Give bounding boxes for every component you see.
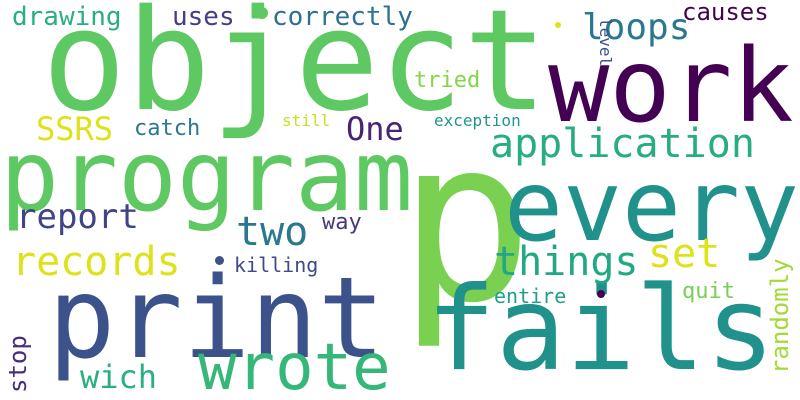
word-causes: causes: [682, 0, 769, 26]
word-program: program: [0, 120, 414, 234]
word-stop: stop: [4, 335, 32, 393]
word-way: way: [322, 210, 362, 235]
word-print: print: [48, 254, 386, 384]
word-two: two: [236, 209, 309, 255]
word-application: application: [490, 121, 755, 167]
dot-marker: [215, 256, 224, 265]
word-SSRS: SSRS: [36, 110, 114, 148]
word-wich: wich: [80, 358, 158, 396]
dot-marker: [597, 290, 605, 298]
word-p: p: [398, 91, 534, 353]
word-work: work: [548, 27, 794, 146]
word-tried: tried: [414, 68, 481, 93]
word-wrote: wrote: [198, 331, 391, 400]
word-catch: catch: [134, 116, 201, 141]
word-exception: exception: [434, 111, 521, 130]
word-still: still: [282, 111, 331, 130]
word-every: every: [504, 150, 800, 264]
word-quit: quit: [682, 279, 735, 304]
word-set: set: [648, 231, 721, 277]
word-entire: entire: [494, 284, 567, 308]
word-loops: loops: [582, 7, 691, 48]
word-level: level: [596, 18, 615, 67]
word-One: One: [346, 110, 404, 148]
word-report: report: [16, 197, 139, 237]
word-object: object: [42, 0, 548, 143]
word-randomly: randomly: [766, 258, 794, 374]
word-uses: uses: [172, 2, 235, 32]
word-correctly: correctly: [272, 2, 413, 32]
word-things: things: [494, 239, 639, 285]
word-killing: killing: [234, 253, 319, 277]
word-drawing: drawing: [12, 2, 122, 32]
word-records: records: [12, 239, 181, 285]
dot-marker: [555, 22, 561, 28]
dot-marker: [256, 7, 268, 19]
